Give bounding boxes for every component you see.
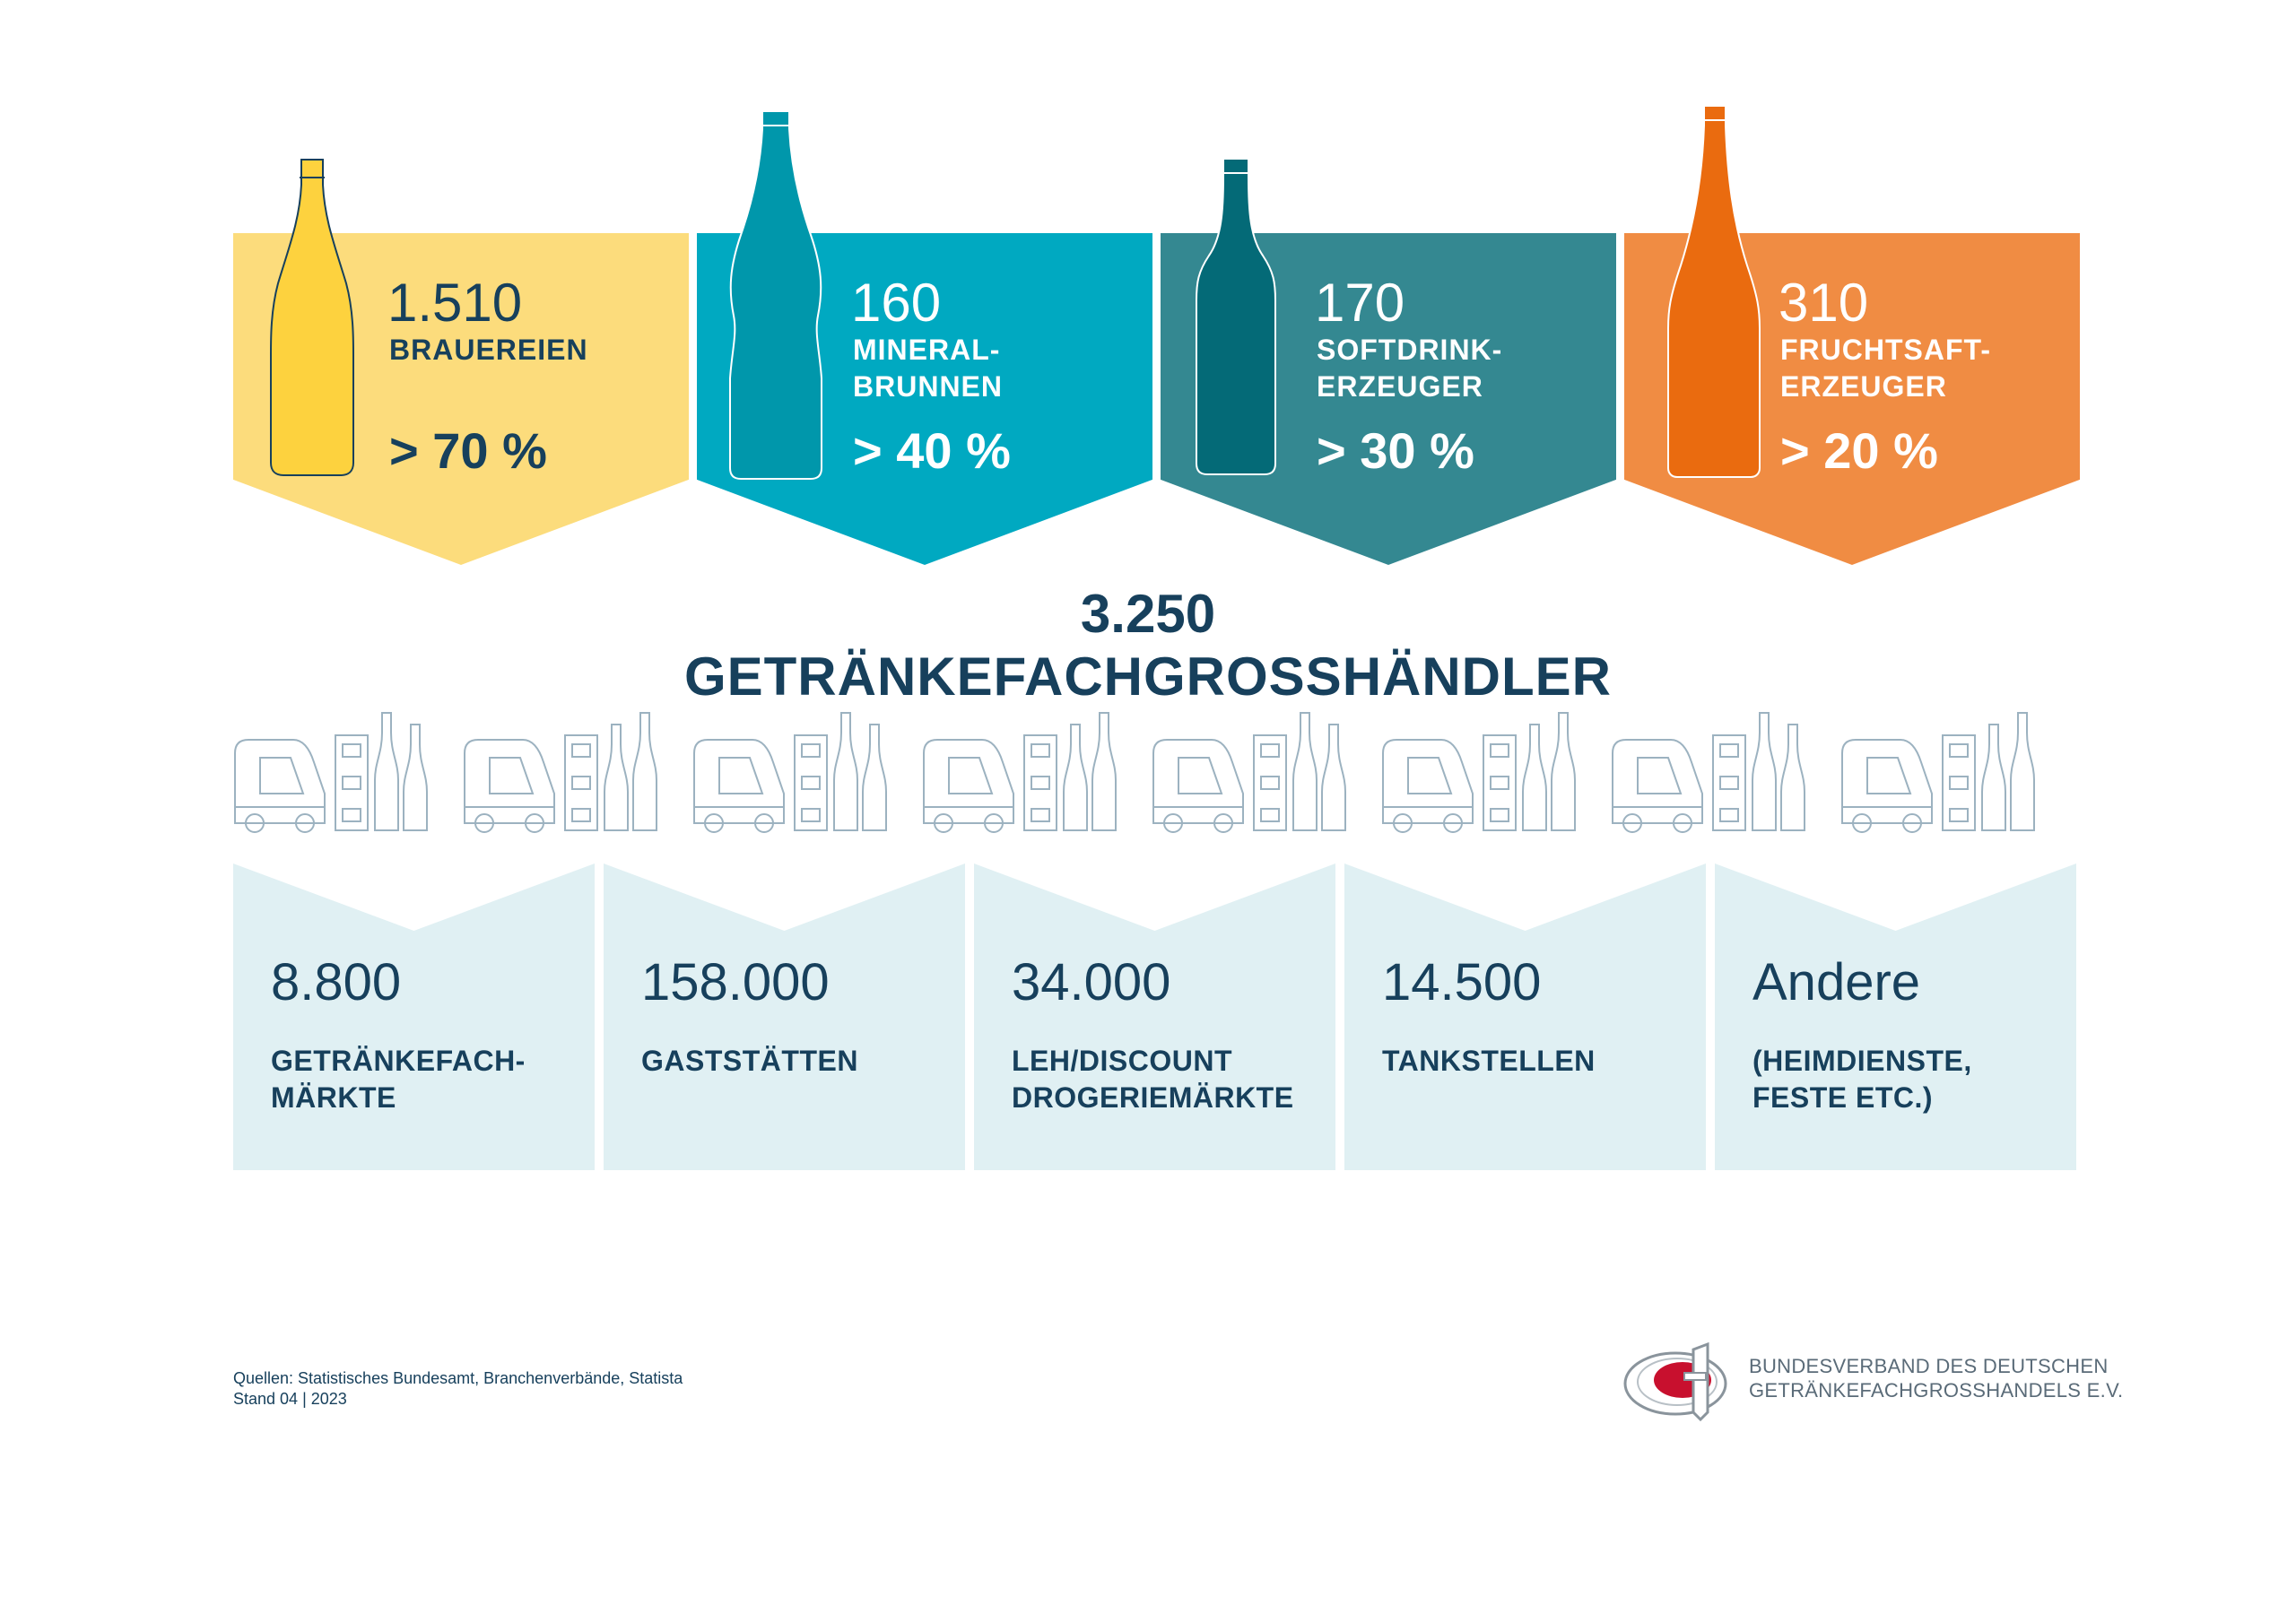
bottle-outline-icon [1292, 712, 1318, 831]
bottle-outline-icon [403, 724, 428, 831]
bottle-outline-icon [1321, 724, 1346, 831]
delivery-truck-icon [923, 739, 1014, 833]
crate-icon [1712, 734, 1746, 831]
producer-label: MINERAL- BRUNNEN [853, 334, 1003, 403]
producer-count: 310 [1779, 273, 1869, 333]
delivery-truck-icon [1841, 739, 1933, 833]
outlet-label: GETRÄNKEFACH- MÄRKTE [271, 1045, 526, 1114]
crate-icon [794, 734, 828, 831]
market-share: > 70 % [389, 422, 547, 479]
bottle-outline-icon [833, 712, 858, 831]
crate-icon [1023, 734, 1057, 831]
wholesaler-count: 3.250 [1080, 584, 1216, 644]
crate-icon [564, 734, 598, 831]
bottle-outline-icon [1522, 724, 1547, 831]
distribution-icon-strip [234, 712, 2035, 833]
outlet-box-beverage-markets: 8.800 GETRÄNKEFACH- MÄRKTE [233, 864, 595, 1170]
outlet-count: 158.000 [641, 953, 830, 1011]
producer-label: FRUCHTSAFT- ERZEUGER [1780, 334, 1991, 403]
bottle-outline-icon [1091, 712, 1117, 831]
association-name-line1: BUNDESVERBAND DES DEUTSCHEN [1749, 1355, 2109, 1377]
delivery-truck-icon [1152, 739, 1244, 833]
market-share: > 30 % [1317, 422, 1474, 479]
juice-bottle-icon [1667, 105, 1761, 478]
outlet-count: 14.500 [1382, 953, 1542, 1011]
delivery-truck-icon [1612, 739, 1703, 833]
producer-count: 160 [851, 273, 942, 333]
bottle-outline-icon [1752, 712, 1777, 831]
producer-label: SOFTDRINK- ERZEUGER [1317, 334, 1503, 403]
date-text: Stand 04 | 2023 [233, 1390, 347, 1408]
market-share: > 40 % [853, 422, 1011, 479]
crate-icon [1253, 734, 1287, 831]
delivery-truck-icon [234, 739, 326, 833]
bottle-outline-icon [1063, 724, 1088, 831]
association-logo-icon [1623, 1341, 1727, 1422]
producer-count: 1.510 [387, 273, 523, 333]
delivery-truck-icon [464, 739, 555, 833]
bottle-outline-icon [374, 712, 399, 831]
delivery-truck-icon [693, 739, 785, 833]
outlet-label: LEH/DISCOUNT DROGERIEMÄRKTE [1012, 1045, 1294, 1114]
crate-icon [1483, 734, 1517, 831]
water-bottle-icon [729, 110, 822, 480]
market-share: > 20 % [1780, 422, 1938, 479]
producer-count: 170 [1315, 273, 1405, 333]
outlet-count: Andere [1752, 953, 1921, 1011]
sources-text: Quellen: Statistisches Bundesamt, Branch… [233, 1369, 683, 1387]
bottle-outline-icon [862, 724, 887, 831]
association-name-line2: GETRÄNKEFACHGROSSHANDELS E.V. [1749, 1379, 2124, 1402]
outlet-box-other: Andere (HEIMDIENSTE, FESTE ETC.) [1715, 864, 2076, 1170]
delivery-truck-icon [1382, 739, 1474, 833]
producer-label: BRAUEREIEN [389, 334, 588, 366]
outlet-label: TANKSTELLEN [1382, 1045, 1596, 1077]
bottle-outline-icon [1981, 724, 2006, 831]
outlet-label: (HEIMDIENSTE, FESTE ETC.) [1752, 1045, 1972, 1114]
crate-icon [1942, 734, 1976, 831]
outlet-label: GASTSTÄTTEN [641, 1045, 858, 1077]
bottle-outline-icon [632, 712, 657, 831]
wholesaler-label: GETRÄNKEFACHGROSSHÄNDLER [683, 647, 1613, 707]
outlet-box-gas-stations: 14.500 TANKSTELLEN [1344, 864, 1706, 1170]
outlet-box-retail: 34.000 LEH/DISCOUNT DROGERIEMÄRKTE [974, 864, 1335, 1170]
crate-icon [335, 734, 369, 831]
outlet-box-restaurants: 158.000 GASTSTÄTTEN [604, 864, 965, 1170]
bottle-outline-icon [1780, 724, 1805, 831]
bottle-outline-icon [604, 724, 629, 831]
bottle-outline-icon [1551, 712, 1576, 831]
outlet-count: 8.800 [271, 953, 402, 1011]
beer-bottle-icon [270, 159, 354, 476]
outlet-count: 34.000 [1012, 953, 1171, 1011]
softdrink-bottle-icon [1196, 158, 1276, 475]
bottle-outline-icon [2010, 712, 2035, 831]
